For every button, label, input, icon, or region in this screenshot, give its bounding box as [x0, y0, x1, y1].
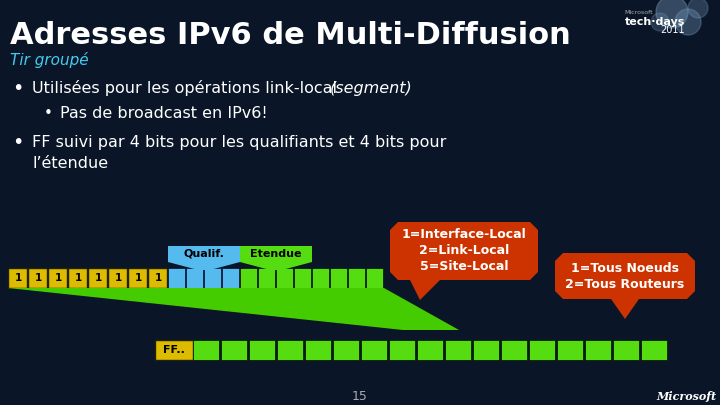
FancyBboxPatch shape: [366, 268, 383, 288]
FancyBboxPatch shape: [529, 340, 555, 360]
Text: Qualif.: Qualif.: [184, 249, 225, 259]
FancyBboxPatch shape: [389, 340, 415, 360]
FancyBboxPatch shape: [221, 340, 247, 360]
Text: Adresses IPv6 de Multi-Diffusion: Adresses IPv6 de Multi-Diffusion: [10, 21, 571, 49]
FancyBboxPatch shape: [294, 268, 311, 288]
Polygon shape: [240, 246, 312, 270]
FancyBboxPatch shape: [88, 268, 107, 288]
FancyBboxPatch shape: [148, 268, 167, 288]
Circle shape: [675, 9, 701, 35]
Text: 1: 1: [74, 273, 81, 283]
Circle shape: [651, 13, 669, 31]
Text: 1=Interface-Local: 1=Interface-Local: [402, 228, 526, 241]
Text: FF..: FF..: [163, 345, 185, 355]
Circle shape: [656, 0, 688, 28]
FancyBboxPatch shape: [8, 268, 27, 288]
FancyBboxPatch shape: [585, 340, 611, 360]
Text: •: •: [44, 105, 53, 121]
Text: 15: 15: [352, 390, 368, 403]
Text: FF suivi par 4 bits pour les qualifiants et 4 bits pour: FF suivi par 4 bits pour les qualifiants…: [32, 136, 446, 151]
FancyBboxPatch shape: [277, 340, 303, 360]
FancyBboxPatch shape: [445, 340, 471, 360]
FancyBboxPatch shape: [68, 268, 87, 288]
Polygon shape: [168, 246, 240, 270]
Text: 1: 1: [55, 273, 62, 283]
Text: Etendue: Etendue: [251, 249, 302, 259]
FancyBboxPatch shape: [204, 268, 221, 288]
Text: 1: 1: [94, 273, 102, 283]
FancyBboxPatch shape: [48, 268, 67, 288]
Text: 1: 1: [14, 273, 22, 283]
Text: Utilisées pour les opérations link-local: Utilisées pour les opérations link-local: [32, 80, 342, 96]
FancyBboxPatch shape: [193, 340, 219, 360]
FancyBboxPatch shape: [473, 340, 499, 360]
FancyBboxPatch shape: [186, 268, 203, 288]
FancyBboxPatch shape: [361, 340, 387, 360]
Text: Microsoft: Microsoft: [656, 390, 716, 401]
FancyBboxPatch shape: [557, 340, 583, 360]
Polygon shape: [555, 253, 695, 319]
Text: Microsoft: Microsoft: [624, 11, 652, 15]
Text: •: •: [12, 134, 24, 153]
FancyBboxPatch shape: [240, 268, 257, 288]
FancyBboxPatch shape: [330, 268, 347, 288]
FancyBboxPatch shape: [276, 268, 293, 288]
Text: 1: 1: [35, 273, 42, 283]
FancyBboxPatch shape: [305, 340, 331, 360]
FancyBboxPatch shape: [222, 268, 239, 288]
FancyBboxPatch shape: [348, 268, 365, 288]
Text: tech·days: tech·days: [625, 17, 685, 27]
FancyBboxPatch shape: [155, 340, 193, 360]
FancyBboxPatch shape: [333, 340, 359, 360]
Text: 5=Site-Local: 5=Site-Local: [420, 260, 508, 273]
FancyBboxPatch shape: [108, 268, 127, 288]
Circle shape: [688, 0, 708, 18]
FancyBboxPatch shape: [613, 340, 639, 360]
FancyBboxPatch shape: [417, 340, 443, 360]
FancyBboxPatch shape: [312, 268, 329, 288]
Text: (segment): (segment): [330, 81, 413, 96]
FancyBboxPatch shape: [249, 340, 275, 360]
Text: 1=Tous Noeuds: 1=Tous Noeuds: [571, 262, 679, 275]
Text: Tir groupé: Tir groupé: [10, 52, 89, 68]
Polygon shape: [390, 222, 538, 300]
Text: Pas de broadcast en IPv6!: Pas de broadcast en IPv6!: [60, 105, 268, 121]
Text: 2011: 2011: [660, 25, 685, 35]
FancyBboxPatch shape: [128, 268, 147, 288]
Text: 1: 1: [135, 273, 142, 283]
Polygon shape: [8, 288, 459, 330]
Text: •: •: [12, 79, 24, 98]
Text: 2=Tous Routeurs: 2=Tous Routeurs: [565, 277, 685, 290]
Text: 1: 1: [154, 273, 161, 283]
Text: l’étendue: l’étendue: [32, 156, 108, 171]
FancyBboxPatch shape: [501, 340, 527, 360]
FancyBboxPatch shape: [641, 340, 667, 360]
Text: 1: 1: [114, 273, 122, 283]
FancyBboxPatch shape: [168, 268, 185, 288]
FancyBboxPatch shape: [258, 268, 275, 288]
FancyBboxPatch shape: [28, 268, 47, 288]
Text: 2=Link-Local: 2=Link-Local: [419, 245, 509, 258]
